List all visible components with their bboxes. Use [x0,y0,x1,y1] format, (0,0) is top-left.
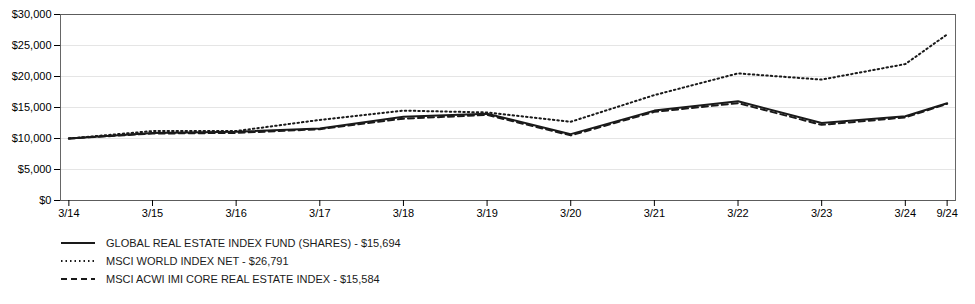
svg-text:$25,000: $25,000 [12,39,52,51]
svg-text:3/21: 3/21 [644,207,665,219]
svg-text:3/22: 3/22 [727,207,748,219]
svg-text:3/16: 3/16 [225,207,246,219]
svg-text:$0: $0 [39,194,51,206]
svg-text:3/24: 3/24 [895,207,916,219]
svg-text:3/18: 3/18 [393,207,414,219]
svg-text:3/17: 3/17 [309,207,330,219]
svg-text:3/23: 3/23 [811,207,832,219]
svg-text:$10,000: $10,000 [12,132,52,144]
html-text:MSCI ACWI IMI CORE REAL ESTATE: MSCI ACWI IMI CORE REAL ESTATE INDEX - $… [106,273,380,285]
svg-text:3/14: 3/14 [58,207,79,219]
svg-text:$30,000: $30,000 [12,8,52,20]
svg-text:3/15: 3/15 [142,207,163,219]
svg-text:$5,000: $5,000 [18,163,52,175]
html-text:GLOBAL REAL ESTATE INDEX FUND: GLOBAL REAL ESTATE INDEX FUND (SHARES) -… [106,237,401,249]
svg-text:$15,000: $15,000 [12,101,52,113]
svg-text:$20,000: $20,000 [12,70,52,82]
svg-text:9/24: 9/24 [936,207,957,219]
svg-text:3/19: 3/19 [476,207,497,219]
html-text:MSCI WORLD INDEX NET - $26,791: MSCI WORLD INDEX NET - $26,791 [106,255,289,267]
svg-text:3/20: 3/20 [560,207,581,219]
